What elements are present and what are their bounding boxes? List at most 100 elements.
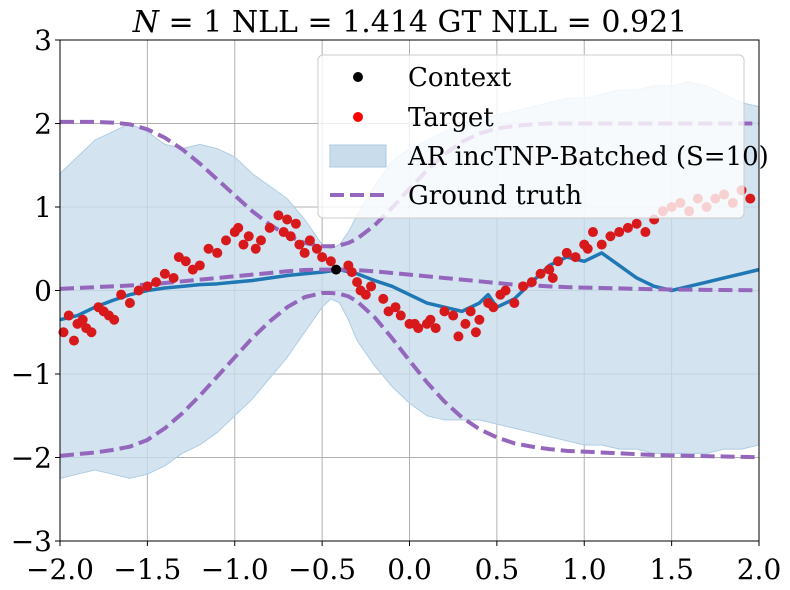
x-tick-label: 0.5 [475,553,520,586]
chart-title-rest: = 1 NLL = 1.414 GT NLL = 0.921 [159,5,687,40]
target-point-30 [255,235,266,246]
target-point-16 [159,268,170,279]
target-point-24 [221,235,232,246]
ground-truth-mean-line [59,267,760,293]
x-tick-label: −0.5 [288,553,356,586]
legend-frame [317,54,745,219]
target-point-49 [378,293,389,304]
target-point-12 [124,298,135,309]
target-point-73 [535,268,546,279]
target-point-81 [587,227,598,238]
target-point-85 [622,222,633,233]
target-point-44 [346,267,357,278]
target-point-84 [614,227,625,238]
target-point-15 [151,277,162,288]
x-tick-label: 1.0 [562,553,607,586]
x-tick-label: −1.5 [113,553,181,586]
target-point-22 [203,243,214,254]
target-point-42 [325,256,336,267]
target-point-71 [518,281,529,292]
ground-truth-lower-line [59,291,760,460]
target-point-72 [526,277,537,288]
y-tick-label: 2 [34,108,52,141]
target-point-28 [243,231,254,242]
target-point-70 [509,298,520,309]
context-point-0 [331,264,342,275]
target-point-65 [474,314,485,325]
prediction-mean-layer [59,251,760,322]
target-point-21 [194,260,205,271]
target-point-86 [631,218,642,229]
target-point-76 [553,256,564,267]
target-point-38 [299,247,310,258]
target-point-1 [63,310,74,321]
target-point-62 [460,318,471,329]
x-tick-label: 2.0 [737,553,782,586]
y-tick-label: −3 [11,525,52,558]
legend-band-label: AR incTNP-Batched (S=10) [407,142,769,172]
target-point-74 [544,264,555,275]
x-tick-label: −2.0 [26,553,94,586]
legend-ground-truth-label: Ground truth [408,181,582,211]
target-point-45 [352,277,363,288]
target-point-0 [58,327,69,338]
x-axis-ticks: −2.0 −1.5 −1.0 −0.5 0.0 0.5 1.0 1.5 2.0 [26,541,781,586]
y-tick-label: −1 [11,358,52,391]
target-point-29 [250,243,261,254]
target-point-51 [390,302,401,313]
prediction-mean-line [59,251,760,322]
target-point-63 [465,306,476,317]
target-point-61 [453,331,464,342]
target-point-27 [238,239,249,250]
target-point-75 [547,272,558,283]
legend: Context Target AR incTNP-Batched (S=10) … [317,54,769,219]
target-point-77 [561,247,572,258]
x-tick-label: 0.0 [387,553,432,586]
target-point-34 [282,214,293,225]
target-point-67 [488,302,499,313]
target-point-58 [430,323,441,334]
target-point-80 [582,243,593,254]
target-point-39 [304,235,315,246]
target-point-6 [86,327,97,338]
target-point-4 [77,314,88,325]
context-points [331,264,342,275]
target-point-26 [233,222,244,233]
target-point-13 [133,285,144,296]
target-point-52 [395,310,406,321]
target-point-48 [366,281,377,292]
y-tick-label: 3 [34,24,52,57]
target-point-47 [360,289,371,300]
y-axis-ticks: −3 −2 −1 0 1 2 3 [11,24,60,558]
target-point-78 [570,252,581,263]
chart-title-n: N [132,5,161,40]
target-point-59 [439,306,450,317]
target-point-40 [311,243,322,254]
target-point-31 [264,222,275,233]
target-point-36 [290,218,301,229]
legend-target-marker [353,112,363,122]
target-point-32 [273,210,284,221]
target-point-82 [596,239,607,250]
x-tick-label: 1.5 [649,553,694,586]
target-point-87 [640,227,651,238]
target-point-37 [294,239,305,250]
legend-target-label: Target [408,103,494,133]
legend-context-label: Context [408,63,512,93]
target-point-99 [745,193,756,204]
target-point-19 [180,256,191,267]
target-point-57 [425,314,436,325]
target-point-10 [109,314,120,325]
target-point-2 [68,335,79,346]
target-point-17 [168,272,179,283]
legend-band-swatch [329,144,387,168]
target-point-64 [470,327,481,338]
legend-context-marker [353,72,363,82]
target-point-14 [142,281,153,292]
y-tick-label: 1 [34,191,52,224]
target-point-35 [285,231,296,242]
target-point-23 [212,247,223,258]
target-point-11 [116,289,127,300]
target-point-83 [605,231,616,242]
